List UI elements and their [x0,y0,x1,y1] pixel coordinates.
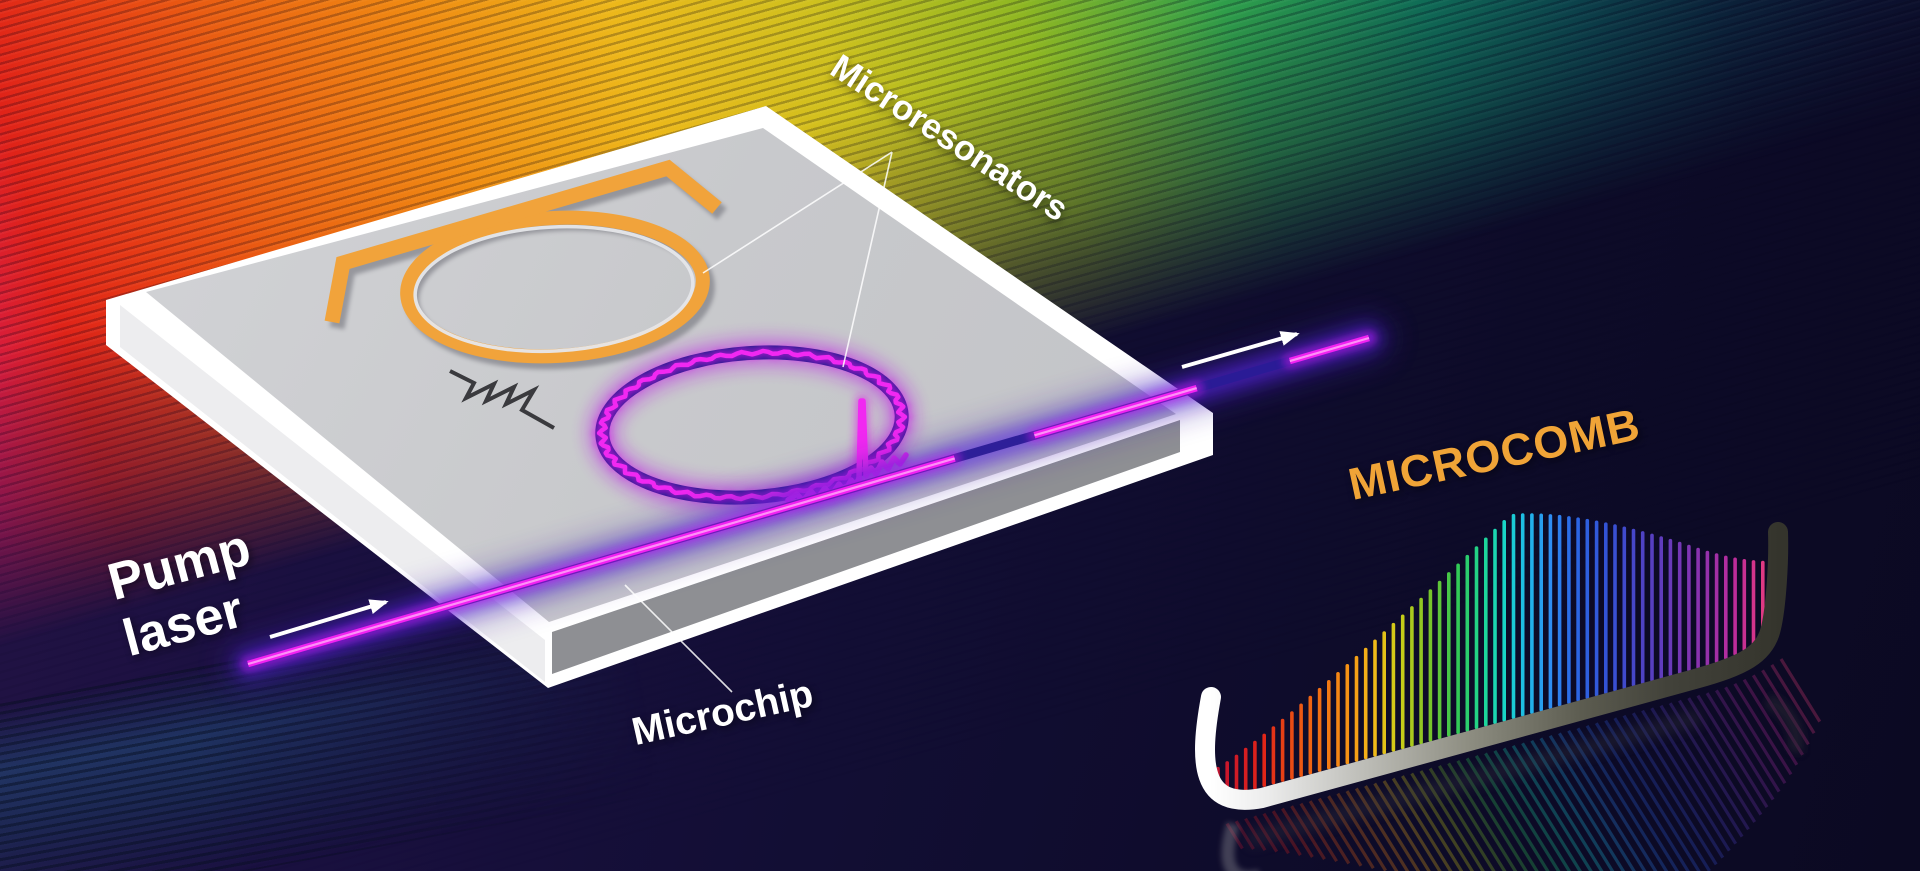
comb-tooth-reflection [1474,755,1550,871]
orange-microresonator [324,159,727,370]
chip-front-side-face [552,420,1180,674]
orange-ring-waveguide [400,210,710,364]
leader-to-orange-ring [702,151,893,274]
comb-tooth-reflection [1493,750,1572,871]
comb-tooth-reflection [1696,694,1769,808]
laser-beam [225,315,1392,687]
comb-tooth-reflection [1502,747,1582,871]
comb-tooth-reflection [1770,664,1816,735]
comb-spine-reflection [1245,709,1703,848]
output-direction-arrow-icon [1181,331,1300,369]
pump-direction-arrow-icon [269,599,389,639]
comb-tooth-reflection [1511,744,1593,871]
heater-resistor-symbol [449,369,555,430]
comb-tooth-reflection [1539,737,1626,871]
comb-tooth-reflection [1530,739,1615,871]
comb-tooth-reflection [1779,658,1822,723]
comb-spectral-lines [1216,513,1774,800]
comb-tooth-reflection [1715,689,1781,793]
comb-tooth-reflection [1299,802,1338,863]
comb-tooth-reflection [1604,719,1701,871]
comb-right-hook-reflection [1764,693,1804,754]
comb-tooth-reflection [1576,727,1669,871]
annotation-leader-lines [624,151,893,693]
comb-tooth-reflection [1705,692,1775,801]
comb-tooth-reflection [1567,729,1658,871]
leader-to-purple-ring [842,151,893,368]
comb-tooth-reflection [1585,724,1680,871]
comb-tooth-reflection [1317,797,1363,867]
microcomb-spectrum [1195,513,1822,871]
orange-bus-waveguide [324,159,722,324]
comb-tooth-reflection [1733,682,1793,776]
beam-bright-center [247,336,1370,666]
comb-left-hook-reflection [1221,822,1260,871]
orange-ring-inner-rim [413,224,695,354]
comb-tooth-reflection [1558,732,1647,871]
comb-tooth-reflection [1484,752,1561,871]
comb-tooth-reflection [1724,686,1787,785]
comb-tooth-reflection [1548,734,1636,871]
comb-tooth-reflection [1308,800,1351,865]
comb-tooth-reflection [1521,742,1604,871]
leader-to-microchip [624,584,733,693]
comb-tooth-reflection [1290,805,1326,860]
comb-tooth-reflection [1687,697,1763,816]
comb-tooth-reflection [1742,678,1799,766]
comb-spine [1195,522,1789,810]
comb-tooth-reflection [1594,722,1690,871]
